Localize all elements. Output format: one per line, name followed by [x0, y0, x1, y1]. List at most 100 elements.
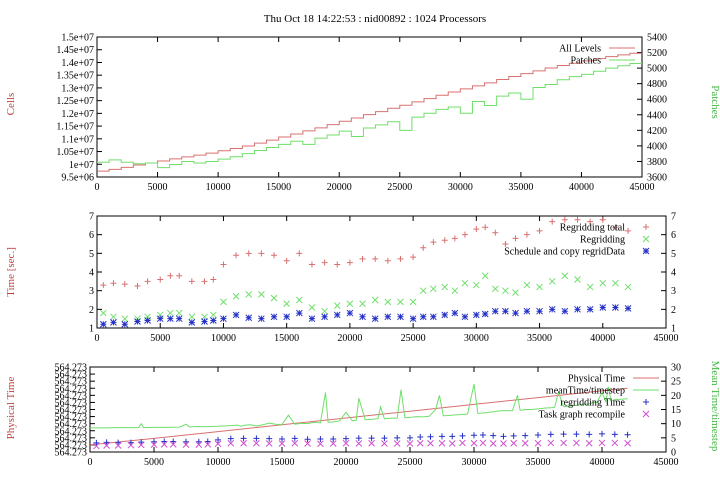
data-point-3 — [265, 440, 273, 447]
data-point-3 — [427, 439, 434, 447]
data-point-0 — [359, 255, 366, 262]
data-point-1 — [188, 313, 196, 321]
x-tick-label: 45000 — [630, 182, 655, 193]
data-point-0 — [492, 229, 499, 236]
data-point-1 — [548, 277, 556, 285]
data-point-2 — [502, 307, 509, 315]
y2-tick-label: 5200 — [647, 48, 667, 59]
legend-label: Schedule and copy regridData — [504, 247, 625, 258]
y2-tick-label: 5 — [671, 249, 676, 260]
x-tick-label: 40000 — [590, 457, 615, 468]
data-point-3 — [160, 440, 168, 448]
x-tick-label: 0 — [95, 182, 100, 193]
y2-tick-label: 3800 — [647, 157, 667, 168]
y2-tick-label: 6 — [671, 230, 676, 241]
data-point-2 — [134, 318, 141, 325]
data-point-1 — [502, 287, 509, 295]
data-point-3 — [227, 439, 235, 447]
series-line-1 — [97, 62, 642, 169]
data-point-1 — [624, 283, 632, 291]
y2-tick-label: 15 — [671, 405, 681, 416]
data-point-3 — [406, 440, 414, 447]
y2-tick-label: 2 — [671, 305, 676, 316]
data-point-2 — [359, 313, 366, 321]
x-tick-label: 15000 — [270, 457, 295, 468]
x-tick-label: 20000 — [337, 333, 362, 344]
x-tick-label: 10000 — [206, 182, 231, 193]
x-tick-label: 30000 — [464, 333, 489, 344]
x-tick-label: 45000 — [654, 457, 679, 468]
legend-label: Regridding total — [560, 223, 625, 234]
data-point-3 — [573, 439, 580, 447]
data-point-1 — [461, 279, 469, 287]
data-point-2 — [99, 320, 107, 328]
data-point-1 — [295, 296, 303, 304]
y-tick-label: 1.05e+07 — [56, 147, 94, 158]
data-point-0 — [220, 261, 227, 268]
data-point-1 — [612, 279, 619, 287]
series-line-0 — [97, 52, 642, 172]
data-point-2 — [201, 318, 208, 325]
data-point-0 — [144, 278, 151, 285]
legend-label: All Levels — [559, 44, 601, 55]
y-tick-label: 564.273 — [55, 363, 88, 374]
y-axis-label-cells: Cells — [5, 93, 17, 116]
data-point-3 — [534, 439, 542, 447]
x-tick-label: 15000 — [266, 182, 291, 193]
y2-tick-label: 5 — [671, 433, 676, 444]
x-tick-label: 20000 — [327, 182, 352, 193]
data-point-3 — [329, 440, 337, 447]
y2-tick-label: 10 — [671, 419, 681, 430]
data-point-1 — [481, 272, 489, 280]
data-point-0 — [188, 278, 195, 285]
data-point-2 — [183, 438, 189, 445]
data-point-2 — [472, 311, 480, 319]
data-point-0 — [451, 235, 458, 242]
data-point-3 — [253, 439, 260, 447]
data-point-1 — [419, 287, 427, 295]
x-tick-label: 10000 — [206, 457, 231, 468]
data-point-0 — [410, 254, 417, 261]
data-point-0 — [420, 244, 427, 251]
data-point-1 — [491, 285, 499, 293]
y-tick-label: 564.273 — [55, 377, 88, 388]
data-point-1 — [258, 291, 265, 298]
x-tick-label: 25000 — [387, 182, 412, 193]
data-point-0 — [110, 280, 117, 287]
data-point-3 — [489, 440, 497, 447]
data-point-2 — [253, 435, 260, 442]
data-point-1 — [397, 298, 404, 306]
data-point-3 — [214, 440, 222, 448]
y-tick-label: 564.273 — [55, 426, 88, 437]
x-tick-label: 25000 — [401, 333, 426, 344]
data-point-2 — [291, 435, 298, 442]
data-point-3 — [93, 442, 100, 450]
data-point-1 — [441, 283, 449, 291]
data-point-3 — [182, 441, 190, 448]
y2-tick-label: 30 — [671, 363, 681, 374]
legend-label: Patches — [570, 56, 601, 67]
y-tick-label: 6 — [89, 230, 94, 241]
y2-tick-label: 5000 — [647, 64, 667, 75]
x-tick-label: 35000 — [527, 333, 552, 344]
y-tick-label: 564.273 — [55, 440, 88, 451]
data-point-3 — [459, 439, 466, 447]
data-point-2 — [449, 433, 456, 440]
data-point-2 — [343, 435, 349, 442]
data-point-0 — [283, 257, 290, 264]
data-point-2 — [204, 438, 211, 445]
data-point-2 — [156, 315, 164, 323]
data-point-2 — [522, 432, 529, 439]
data-point-2 — [407, 434, 413, 441]
data-point-2 — [215, 436, 221, 443]
data-point-2 — [295, 309, 303, 317]
legend-label: Task graph recompile — [539, 410, 626, 421]
x-tick-label: 45000 — [654, 333, 679, 344]
data-point-2 — [371, 315, 379, 323]
y-tick-label: 564.273 — [55, 405, 88, 416]
y2-tick-label: 4 — [671, 268, 676, 279]
data-point-1 — [270, 294, 278, 302]
data-point-2 — [397, 313, 404, 321]
data-point-2 — [409, 315, 417, 323]
